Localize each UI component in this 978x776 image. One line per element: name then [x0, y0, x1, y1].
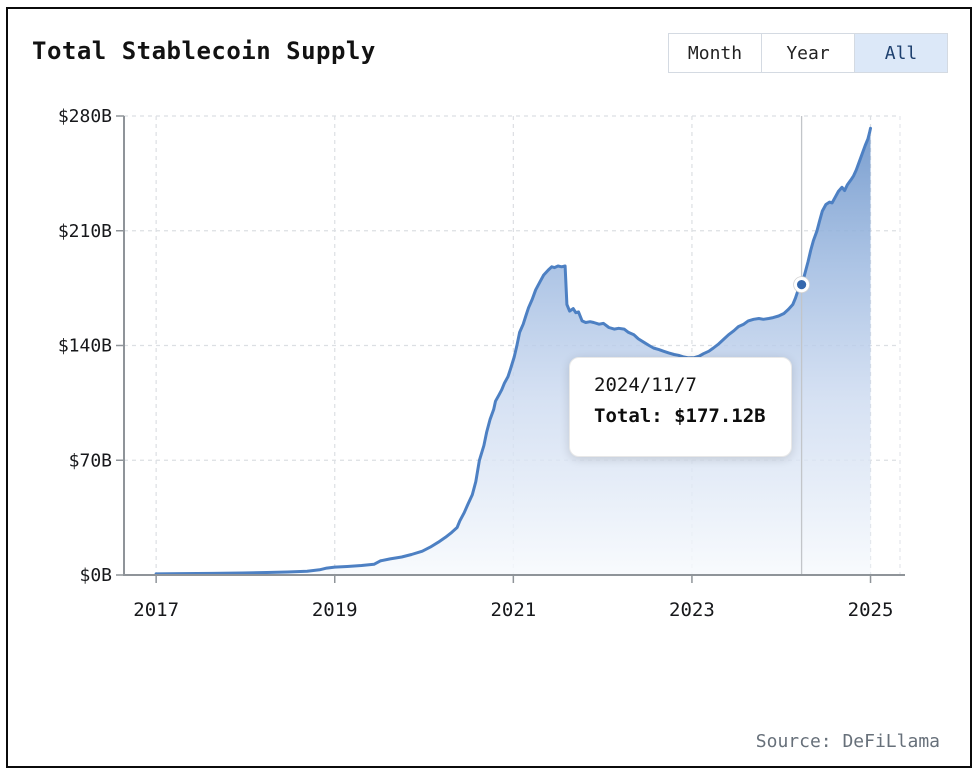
x-axis-label: 2023 — [669, 599, 715, 621]
supply-area — [156, 128, 871, 576]
range-button-all[interactable]: All — [854, 34, 947, 72]
marker-dot — [796, 280, 807, 290]
x-axis-label: 2021 — [490, 599, 536, 621]
range-selector: Month Year All — [668, 33, 948, 73]
range-button-month[interactable]: Month — [669, 34, 761, 72]
y-axis-label: $280B — [58, 106, 112, 127]
supply-line — [154, 126, 872, 576]
y-axis-label: $70B — [69, 450, 112, 471]
tooltip: 2024/11/7 Total: $177.12B — [569, 357, 792, 457]
page-title: Total Stablecoin Supply — [32, 37, 376, 65]
y-axis-label: $140B — [58, 336, 112, 357]
source-credit: Source: DeFiLlama — [755, 731, 940, 752]
x-axis-label: 2017 — [133, 599, 179, 621]
y-axis-label: $210B — [58, 221, 112, 242]
x-axis-label: 2019 — [312, 599, 358, 621]
tooltip-total: Total: $177.12B — [594, 405, 766, 427]
tooltip-date: 2024/11/7 — [594, 374, 697, 396]
chart-card: Total Stablecoin Supply Month Year All $… — [6, 7, 972, 768]
range-button-year[interactable]: Year — [761, 34, 854, 72]
y-axis-label: $0B — [79, 565, 112, 586]
x-axis-label: 2025 — [848, 599, 894, 621]
